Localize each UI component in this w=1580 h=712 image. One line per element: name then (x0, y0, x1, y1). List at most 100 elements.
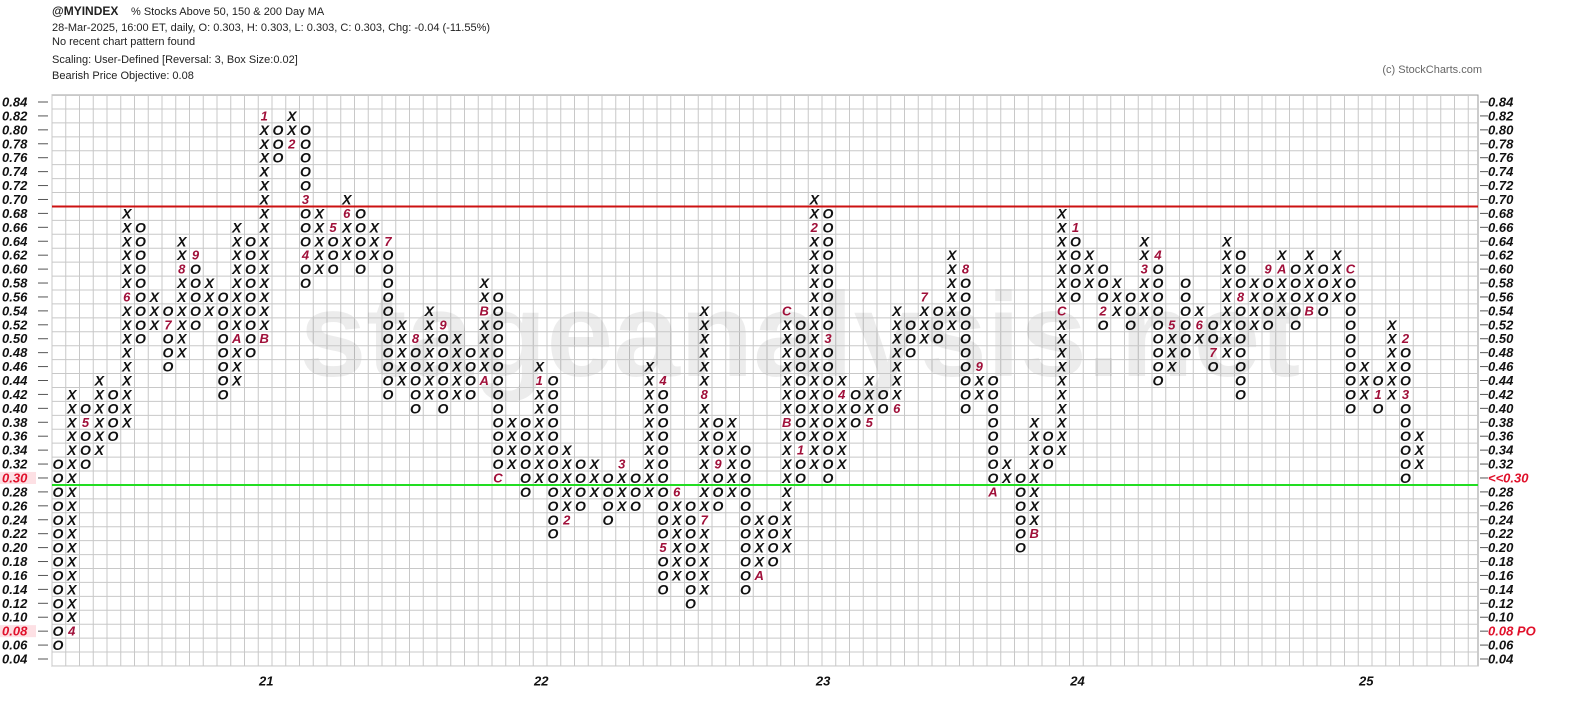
pf-box: O (685, 554, 696, 570)
pf-box: X (506, 456, 518, 472)
pf-box: O (1400, 442, 1411, 458)
pf-box: X (1001, 470, 1013, 486)
pf-box: O (1345, 386, 1356, 402)
pf-box: X (121, 331, 133, 347)
pf-box: X (1029, 442, 1041, 458)
pf-column: OOO (905, 317, 916, 361)
month-marker: 6 (673, 484, 681, 499)
pf-box: O (1345, 275, 1356, 291)
pf-box: O (465, 345, 476, 361)
pf-box: O (1318, 303, 1329, 319)
pf-box: X (534, 414, 546, 430)
y-tick-label: 0.30 (2, 470, 28, 485)
pf-box: O (548, 442, 559, 458)
month-marker: 4 (67, 624, 76, 639)
pf-box: X (1221, 303, 1233, 319)
pf-box: O (658, 581, 669, 597)
pf-box: X (1359, 373, 1371, 389)
pf-box: X (754, 554, 766, 570)
pf-box: O (575, 484, 586, 500)
pf-box: O (823, 456, 834, 472)
pf-box: O (1263, 275, 1274, 291)
pf-box: X (259, 205, 271, 221)
pf-box: X (809, 345, 821, 361)
pf-box: O (1208, 331, 1219, 347)
pf-box: X (561, 498, 573, 514)
pf-box: O (355, 205, 366, 221)
pf-box: O (1043, 428, 1054, 444)
pf-box: O (1400, 373, 1411, 389)
pf-box: O (465, 359, 476, 375)
pf-box: O (383, 247, 394, 263)
pf-box: O (823, 359, 834, 375)
pf-box: X (699, 414, 711, 430)
pf-box: O (1070, 247, 1081, 263)
pf-box: X (809, 414, 821, 430)
pf-box: X (1331, 275, 1343, 291)
pf-box: O (740, 456, 751, 472)
pf-box: O (960, 359, 971, 375)
y-tick-label-right: 0.06 (1488, 638, 1514, 653)
pf-box: X (534, 428, 546, 444)
pf-box: O (80, 428, 91, 444)
pf-box: X (176, 275, 188, 291)
pf-box: X (314, 233, 326, 249)
pf-box: X (781, 470, 793, 486)
tick-highlight (0, 625, 36, 638)
pf-box: X (66, 442, 78, 458)
pf-box: O (1263, 317, 1274, 333)
pf-box: O (135, 331, 146, 347)
pf-box: O (823, 303, 834, 319)
pf-box: X (781, 456, 793, 472)
pf-box: X (671, 567, 683, 583)
pf-box: O (1400, 428, 1411, 444)
pf-box: X (1386, 345, 1398, 361)
pf-box: O (1208, 359, 1219, 375)
pf-box: O (1290, 317, 1301, 333)
month-marker: A (231, 331, 241, 346)
pf-box: X (259, 275, 271, 291)
pf-box: O (190, 275, 201, 291)
pf-box: O (493, 359, 504, 375)
pf-box: O (740, 540, 751, 556)
pf-box: X (204, 303, 216, 319)
pf-box: O (135, 247, 146, 263)
pf-box: O (685, 498, 696, 514)
pf-box: O (520, 470, 531, 486)
pf-box: O (1070, 233, 1081, 249)
pf-box: X (506, 442, 518, 458)
pf-box: X (286, 108, 298, 124)
pf-box: O (245, 247, 256, 263)
pf-column: XX (1001, 456, 1013, 486)
pf-box: O (1180, 289, 1191, 305)
pf-box: O (823, 247, 834, 263)
pf-box: X (781, 400, 793, 416)
pf-box: X (781, 442, 793, 458)
pf-box: O (768, 554, 779, 570)
pf-box: X (66, 414, 78, 430)
year-label: 21 (258, 674, 273, 689)
pf-box: O (658, 567, 669, 583)
pf-column: OOO (1043, 428, 1054, 472)
pf-box: X (946, 261, 958, 277)
pf-box: X (66, 400, 78, 416)
pf-box: X (1166, 359, 1178, 375)
pf-box: X (1139, 289, 1151, 305)
pf-box: O (383, 331, 394, 347)
pf-box: O (960, 345, 971, 361)
pf-box: O (548, 414, 559, 430)
pf-box: X (809, 205, 821, 221)
pf-box: X (314, 205, 326, 221)
pf-box: O (1125, 317, 1136, 333)
